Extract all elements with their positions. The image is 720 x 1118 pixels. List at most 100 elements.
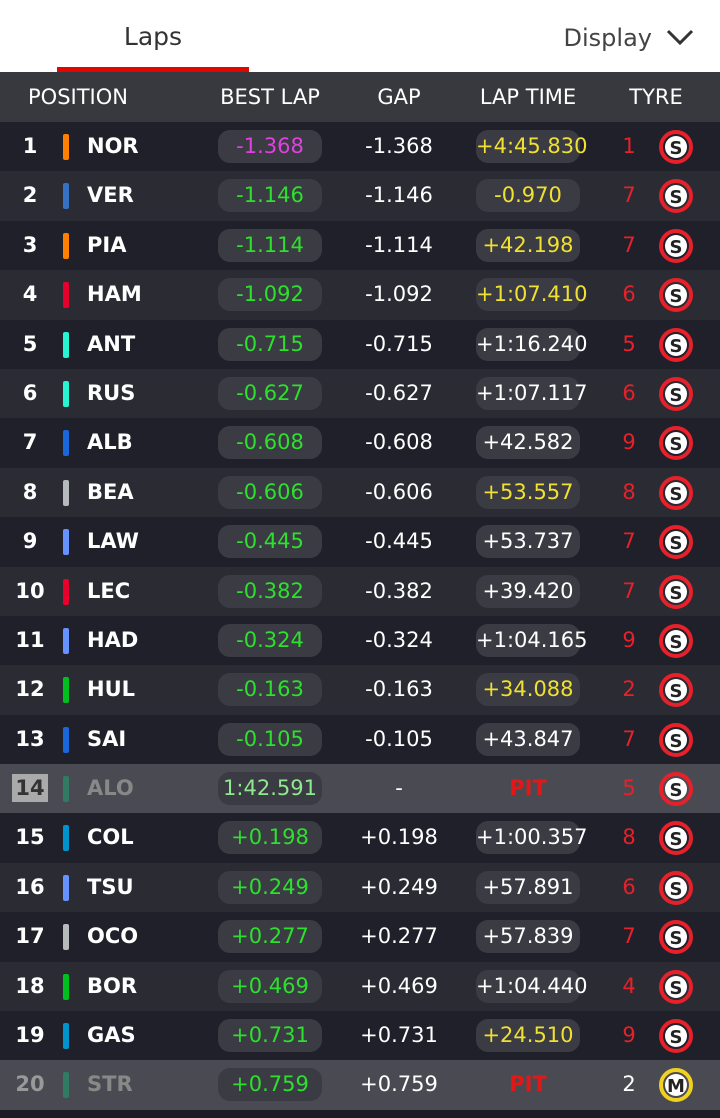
tyre-compound: S <box>670 434 683 455</box>
position: 7 <box>22 430 38 455</box>
driver-code: BOR <box>87 973 138 998</box>
team-color-bar <box>63 430 69 457</box>
tyre-center <box>665 333 687 356</box>
tyre-compound: S <box>670 583 683 604</box>
position: 11 <box>15 627 45 652</box>
tyre-ring <box>659 475 693 510</box>
gap: -0.163 <box>365 677 433 702</box>
lap-time: +39.420 <box>476 574 580 608</box>
tyre-center <box>665 284 687 307</box>
tyre-compound: S <box>670 138 683 159</box>
tyre-icon: S <box>659 969 693 1004</box>
tyre-compound: S <box>670 187 683 208</box>
driver-row: 16 TSU +0.249 +0.249 +57.891 6 S <box>0 862 720 913</box>
driver-row: 6 RUS -0.627 -0.627 +1:07.117 6 S <box>0 368 720 419</box>
team-color-bar <box>63 924 69 951</box>
tyre-ring <box>659 673 693 708</box>
tyre-center <box>665 975 687 998</box>
gap: -0.627 <box>365 380 433 405</box>
tyre-compound: S <box>670 484 683 505</box>
tyre-laps: 5 <box>622 331 636 356</box>
position: 17 <box>15 924 45 949</box>
tyre-laps: 5 <box>622 776 636 801</box>
driver-row: 18 BOR +0.469 +0.469 +1:04.440 4 S <box>0 961 720 1012</box>
tyre-ring <box>659 426 693 461</box>
tyre-icon: S <box>659 179 693 214</box>
best-lap: -0.382 <box>218 574 322 608</box>
gap: -0.606 <box>365 479 433 504</box>
tyre-ring <box>659 1019 693 1054</box>
driver-row: 15 COL +0.198 +0.198 +1:00.357 8 S <box>0 813 720 863</box>
tab-laps[interactable]: Laps <box>123 22 183 51</box>
tyre-compound: S <box>670 533 683 554</box>
driver-code: COL <box>87 825 134 850</box>
driver-code: SAI <box>87 726 127 751</box>
position: 3 <box>22 232 38 257</box>
tyre-ring <box>659 278 693 313</box>
driver-row: 8 BEA -0.606 -0.606 +53.557 8 S <box>0 467 720 518</box>
driver-row: 17 OCO +0.277 +0.277 +57.839 7 S <box>0 912 720 962</box>
tyre-ring <box>659 920 693 955</box>
tyre-center <box>665 926 687 949</box>
gap: -1.146 <box>365 183 433 208</box>
best-lap: -0.445 <box>218 525 322 559</box>
best-lap: +0.469 <box>218 969 322 1003</box>
driver-row: 2 VER -1.146 -1.146 -0.970 7 S <box>0 171 720 221</box>
lap-time: -0.970 <box>476 179 580 213</box>
tyre-icon: S <box>659 228 693 263</box>
column-header: TYRE <box>629 85 683 109</box>
tyre-ring <box>659 327 693 362</box>
lap-time: +4:45.830 <box>476 130 588 163</box>
gap: -1.368 <box>365 134 433 158</box>
display-menu[interactable]: Display <box>563 24 652 52</box>
driver-code: RUS <box>87 380 136 405</box>
best-lap: +0.249 <box>218 870 322 904</box>
driver-row: 11 HAD -0.324 -0.324 +1:04.165 9 S <box>0 615 720 666</box>
lap-time: +34.088 <box>476 673 580 707</box>
gap: -1.114 <box>365 232 433 257</box>
driver-code: ANT <box>87 331 136 356</box>
lap-time: +43.847 <box>476 722 580 756</box>
position: 12 <box>15 677 45 702</box>
team-color-bar <box>63 1023 69 1050</box>
gap: +0.249 <box>360 874 438 899</box>
position: 8 <box>22 479 38 504</box>
driver-code: STR <box>87 1072 133 1097</box>
tyre-laps: 9 <box>622 1023 636 1048</box>
tyre-center <box>665 876 687 899</box>
tyre-center <box>665 382 687 405</box>
lap-time: +53.737 <box>476 525 580 559</box>
lap-time: +42.198 <box>476 228 580 262</box>
tyre-icon: S <box>659 426 693 461</box>
tyre-ring <box>659 574 693 609</box>
tyre-compound: S <box>670 928 683 949</box>
team-color-bar <box>63 874 69 901</box>
tyre-ring <box>659 228 693 263</box>
tyre-compound: M <box>667 1076 685 1097</box>
tyre-center <box>665 481 687 504</box>
best-lap: -0.627 <box>218 376 322 410</box>
tyre-center <box>665 827 687 850</box>
gap: -1.092 <box>365 282 433 307</box>
tyre-laps: 8 <box>622 825 636 850</box>
position: 13 <box>15 726 45 751</box>
tyre-center <box>665 185 687 208</box>
chevron-icon[interactable] <box>666 28 694 46</box>
best-lap: -1.092 <box>218 278 322 312</box>
tab-underline <box>57 67 249 72</box>
team-color-bar <box>63 529 69 556</box>
driver-code: GAS <box>87 1023 136 1048</box>
tyre-icon: S <box>659 722 693 757</box>
tyre-center <box>665 1074 687 1097</box>
tyre-compound: S <box>670 336 683 357</box>
lap-time: +1:16.240 <box>476 327 588 361</box>
tyre-laps: 2 <box>622 677 636 702</box>
driver-row: 14 ALO 1:42.591 - PIT 5 S <box>0 764 720 814</box>
tyre-laps: 7 <box>622 726 636 751</box>
lap-time: PIT <box>509 776 547 801</box>
tyre-laps: 6 <box>622 380 636 405</box>
team-color-bar <box>63 578 69 605</box>
best-lap: +0.731 <box>218 1019 322 1053</box>
tyre-compound: S <box>670 1027 683 1048</box>
